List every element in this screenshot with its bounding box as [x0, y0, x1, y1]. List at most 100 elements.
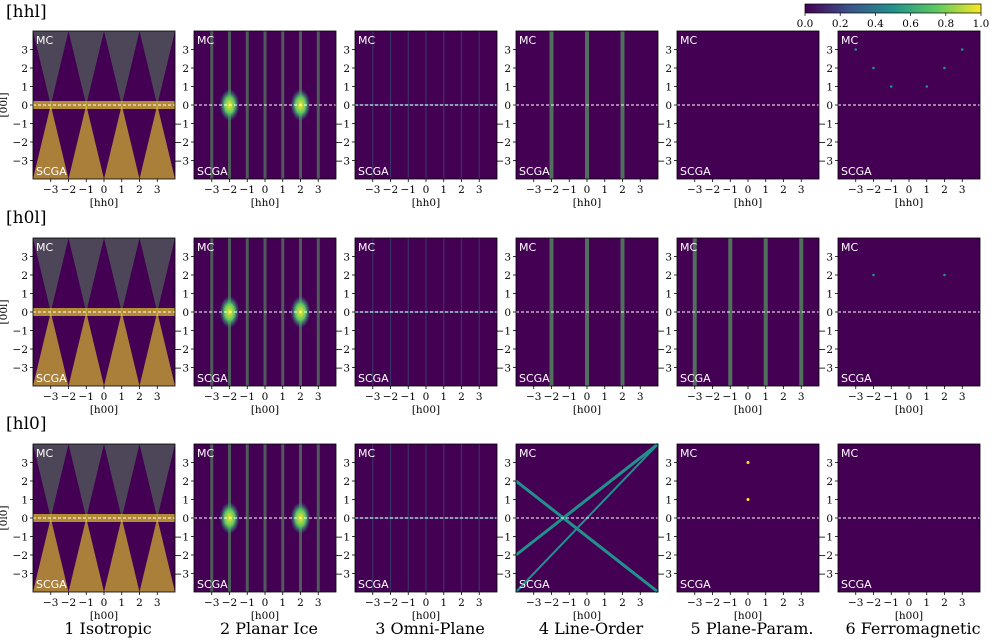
x-axis-label: [h00] [251, 404, 279, 416]
colorbar-tick-label: 1.0 [973, 18, 990, 30]
y-axis-label: [00l] [0, 300, 10, 325]
pattern-dot [960, 48, 964, 51]
y-tick-label: 0 [343, 307, 350, 319]
row-title-hhl: [hhl] [6, 2, 47, 22]
pattern-fill [68, 238, 104, 312]
x-tick-label: −2 [222, 391, 237, 403]
x-axis-label: [h00] [90, 404, 118, 416]
pattern-dot [943, 66, 946, 70]
x-tick-label: −3 [365, 391, 380, 403]
x-axis-label: [hh0] [90, 197, 118, 209]
x-axis-label: [hh0] [895, 197, 923, 209]
y-tick-label: −3 [657, 363, 672, 375]
x-tick-label: −1 [884, 597, 899, 609]
pattern-fill [139, 105, 175, 179]
x-tick-label: 1 [762, 597, 769, 609]
x-tick-label: −1 [562, 597, 577, 609]
x-tick-label: −3 [365, 184, 380, 196]
pattern-fill [33, 444, 69, 518]
x-tick-label: 0 [423, 597, 430, 609]
pattern-fill [104, 444, 140, 518]
x-tick-label: 2 [941, 391, 948, 403]
y-tick-label: 0 [826, 100, 833, 112]
y-tick-label: −1 [335, 119, 350, 131]
pattern-line [316, 444, 320, 592]
column-title-4: 4 Line-Order [538, 619, 644, 638]
y-tick-label: 3 [665, 458, 672, 470]
y-tick-label: 2 [21, 476, 28, 488]
x-tick-label: 3 [959, 184, 966, 196]
y-tick-label: 1 [504, 495, 511, 507]
x-tick-label: −1 [401, 597, 416, 609]
x-tick-label: −3 [204, 184, 219, 196]
pattern-fill [33, 105, 69, 179]
y-tick-label: −2 [174, 137, 189, 149]
pattern-fill [68, 518, 104, 592]
pattern-fill [139, 444, 175, 518]
pattern-fill [104, 518, 140, 592]
x-tick-label: −1 [401, 391, 416, 403]
pattern-dot [746, 461, 750, 464]
x-tick-label: 3 [315, 184, 322, 196]
y-tick-label: 1 [826, 82, 833, 94]
y-tick-label: −2 [174, 344, 189, 356]
y-tick-label: 3 [182, 458, 189, 470]
row-title-h0l: [h0l] [6, 208, 47, 228]
y-tick-label: −2 [496, 137, 511, 149]
y-tick-label: 3 [665, 252, 672, 264]
x-tick-label: 0 [262, 391, 269, 403]
y-tick-label: 1 [182, 82, 189, 94]
y-tick-label: −3 [174, 156, 189, 168]
x-tick-label: 3 [476, 391, 483, 403]
x-tick-label: −1 [562, 184, 577, 196]
scga-label: SCGA [36, 372, 67, 385]
pattern-dot [925, 85, 929, 88]
x-tick-label: 3 [154, 597, 161, 609]
pattern-line [515, 479, 659, 594]
pattern-line [281, 238, 285, 386]
x-tick-label: −2 [383, 597, 398, 609]
scga-label: SCGA [358, 578, 389, 591]
pattern-fill [139, 238, 175, 312]
y-tick-label: 1 [504, 289, 511, 301]
column-title-3: 3 Omni-Plane [375, 619, 485, 638]
mc-label: MC [519, 447, 536, 460]
y-tick-label: 1 [504, 82, 511, 94]
y-tick-label: 2 [343, 270, 350, 282]
x-tick-label: 2 [780, 391, 787, 403]
x-tick-label: −1 [240, 184, 255, 196]
y-tick-label: −2 [174, 550, 189, 562]
y-tick-label: 0 [21, 100, 28, 112]
row-title-hl0: [hl0] [6, 414, 47, 434]
x-axis-label: [hh0] [734, 197, 762, 209]
x-tick-label: 2 [297, 597, 304, 609]
y-tick-label: 1 [21, 289, 28, 301]
scga-label: SCGA [680, 165, 711, 178]
y-tick-label: −3 [335, 569, 350, 581]
y-tick-label: −1 [818, 326, 833, 338]
x-tick-label: 1 [601, 391, 608, 403]
x-tick-label: 2 [941, 184, 948, 196]
y-tick-label: 3 [182, 252, 189, 264]
y-tick-label: 1 [21, 82, 28, 94]
mc-label: MC [841, 34, 858, 47]
y-tick-label: 2 [665, 476, 672, 488]
x-tick-label: −3 [526, 597, 541, 609]
pattern-line [728, 238, 733, 386]
y-axis-label: [0l0] [0, 506, 10, 531]
pattern-fill [68, 444, 104, 518]
x-tick-label: −1 [79, 391, 94, 403]
x-tick-label: 1 [440, 597, 447, 609]
x-axis-label: [hh0] [573, 197, 601, 209]
x-tick-label: 0 [262, 597, 269, 609]
x-tick-label: 1 [601, 597, 608, 609]
mc-label: MC [36, 241, 53, 254]
x-tick-label: 2 [297, 184, 304, 196]
x-axis-label: [h00] [895, 610, 923, 622]
x-tick-label: 0 [423, 391, 430, 403]
y-tick-label: 0 [504, 307, 511, 319]
